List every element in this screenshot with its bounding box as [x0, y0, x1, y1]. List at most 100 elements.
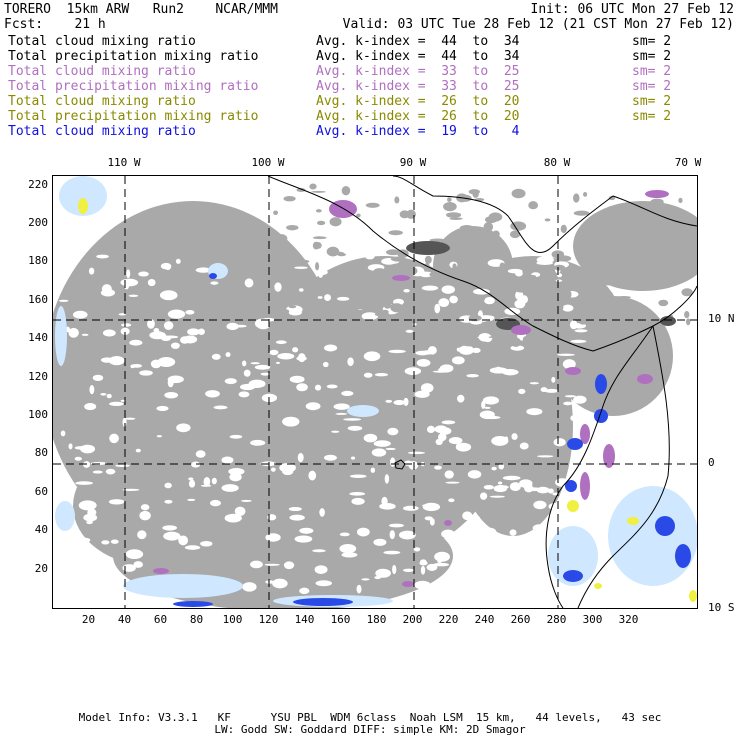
cloud-region: [73, 446, 233, 566]
clear-patch: [458, 345, 474, 355]
cloud-speck: [446, 212, 462, 218]
cloud-speck: [394, 196, 400, 204]
clear-patch: [421, 285, 439, 291]
cloud-speck: [307, 334, 320, 339]
cloud-speck: [276, 276, 287, 281]
clear-patch: [363, 372, 373, 378]
clear-patch: [187, 328, 200, 336]
clear-patch: [426, 425, 436, 434]
cloud-speck: [498, 307, 505, 312]
y-tick-label: 220: [28, 177, 48, 191]
header-valid-time: Valid: 03 UTC Tue 28 Feb 12 (21 CST Mon …: [342, 17, 734, 32]
cloud-speck: [288, 305, 297, 309]
clear-patch: [319, 508, 325, 517]
light-precip: [123, 574, 243, 598]
cloud-speck: [567, 314, 577, 318]
lon-label: 80 W: [543, 156, 571, 169]
clear-patch: [356, 527, 370, 537]
cloud-speck: [602, 281, 612, 286]
cloud-speck: [296, 188, 306, 192]
clear-patch: [562, 304, 574, 312]
cloud-speck: [341, 186, 351, 196]
clear-patch: [210, 281, 219, 285]
x-tick-label: 300: [582, 613, 603, 626]
clear-patch: [457, 394, 465, 403]
cloud-speck: [311, 190, 326, 193]
legend-field-name: Total cloud mixing ratio: [8, 64, 196, 79]
y-tick-label: 100: [28, 408, 48, 421]
legend-smoothing: sm= 2: [632, 94, 672, 109]
clear-patch: [224, 378, 237, 385]
clear-patch: [445, 481, 460, 484]
cloud-speck: [399, 210, 410, 219]
clear-patch: [341, 390, 354, 397]
cloud-speck: [337, 324, 353, 328]
clear-patch: [178, 535, 189, 546]
cloud-speck: [678, 255, 686, 265]
cloud-speck: [397, 249, 409, 258]
clear-patch: [413, 547, 421, 552]
cloud-speck: [553, 264, 566, 271]
clear-patch: [264, 563, 280, 566]
cloud-speck: [664, 253, 676, 258]
x-tick-label: 320: [618, 613, 639, 626]
clear-patch: [455, 442, 472, 452]
clear-patch: [398, 530, 416, 540]
clear-patch: [509, 482, 521, 492]
clear-patch: [224, 513, 242, 523]
clear-patch: [89, 385, 95, 395]
clear-patch: [570, 339, 587, 344]
clear-patch: [403, 288, 410, 293]
legend-k-index: Avg. k-index = 26 to 20: [316, 94, 520, 109]
clear-patch: [434, 303, 441, 314]
clear-patch: [75, 481, 94, 485]
clear-patch: [482, 563, 500, 571]
clear-patch: [87, 508, 97, 517]
clear-patch: [389, 530, 395, 540]
cloud-speck: [573, 193, 580, 203]
clear-patch: [375, 568, 391, 578]
cloud-speck: [316, 220, 326, 226]
cloud-speck: [372, 268, 386, 277]
cloud-speck: [566, 332, 574, 336]
convective-cell: [645, 190, 669, 198]
cloud-speck: [544, 218, 551, 222]
cloud-speck: [616, 296, 632, 299]
clear-patch: [254, 364, 271, 370]
heavy-precip: [173, 601, 213, 607]
clear-patch: [533, 500, 547, 510]
light-precip: [608, 486, 697, 586]
clear-patch: [422, 502, 441, 512]
clear-patch: [573, 395, 587, 404]
clear-patch: [363, 351, 381, 362]
cloud-region: [553, 296, 673, 416]
clear-patch: [564, 395, 576, 398]
light-precip: [59, 176, 107, 216]
clear-patch: [520, 443, 527, 449]
cloud-speck: [364, 284, 375, 292]
cloud-speck: [283, 196, 296, 202]
clear-patch: [122, 564, 136, 572]
clear-patch: [294, 535, 313, 543]
dense-cloud-core: [406, 241, 450, 255]
legend-k-index: Avg. k-index = 33 to 25: [316, 64, 520, 79]
clear-patch: [156, 435, 163, 438]
convective-cell: [444, 520, 452, 526]
clear-patch: [526, 408, 543, 416]
clear-patch: [466, 373, 479, 378]
clear-patch: [248, 379, 266, 389]
clear-patch: [322, 361, 329, 368]
cloud-speck: [573, 268, 585, 275]
legend-smoothing: sm= 2: [632, 79, 672, 94]
clear-patch: [135, 448, 141, 453]
clear-patch: [74, 446, 88, 450]
clear-patch: [522, 556, 531, 562]
cloud-speck: [356, 213, 361, 218]
cloud-speck: [554, 298, 564, 302]
convective-cell: [603, 444, 615, 468]
clear-patch: [393, 400, 406, 406]
clear-patch: [315, 580, 332, 587]
cloud-speck: [388, 230, 403, 236]
clear-patch: [106, 393, 112, 399]
clear-patch: [191, 461, 201, 468]
